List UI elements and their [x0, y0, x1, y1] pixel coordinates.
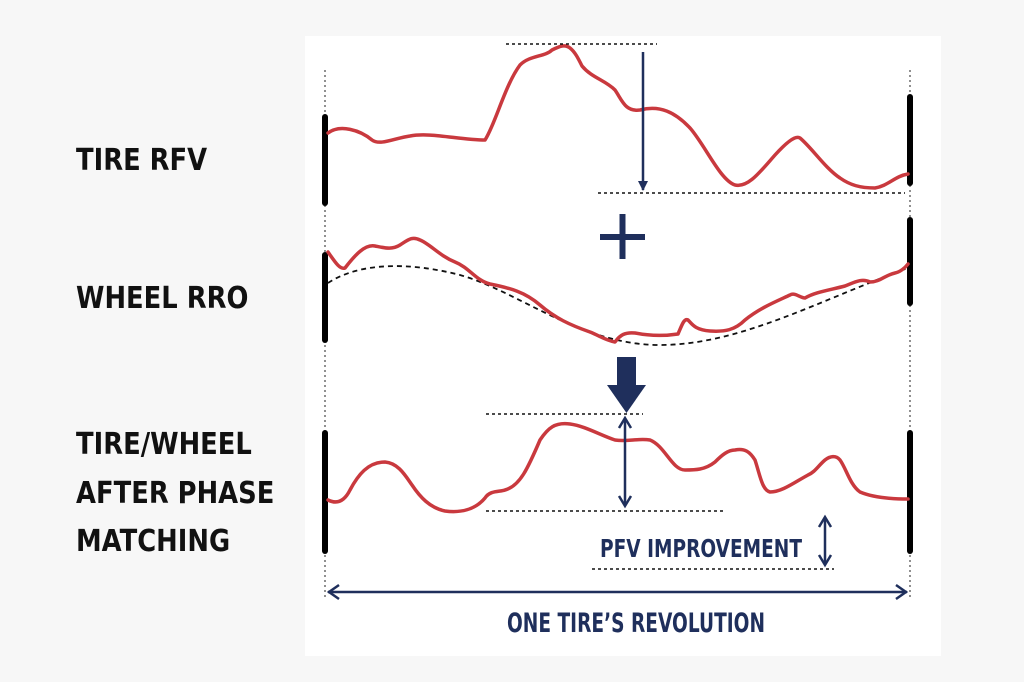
after-arrow-down-head	[617, 495, 633, 509]
diagram-panel	[305, 36, 941, 656]
revolution-label: ONE TIRE’S REVOLUTION	[507, 608, 765, 639]
label-after-line2: AFTER PHASE	[76, 476, 275, 511]
wheel-rro-sine-curve	[327, 265, 909, 346]
tire-rfv-curve	[326, 44, 910, 190]
pfv-improvement-label: PFV IMPROVEMENT	[600, 534, 802, 563]
after-curve	[326, 421, 910, 514]
label-wheel-rro: WHEEL RRO	[76, 281, 249, 316]
pfv-arrow-up-head	[817, 514, 833, 528]
revolution-arrow-right-head	[895, 583, 909, 601]
after-arrow-up-head	[617, 415, 633, 429]
label-tire-rfv: TIRE RFV	[76, 143, 208, 178]
wheel-rro-curve	[326, 236, 910, 344]
plus-icon	[600, 214, 645, 259]
label-after-line3: MATCHING	[76, 524, 231, 559]
label-after-line1: TIRE/WHEEL	[76, 427, 252, 462]
pfv-arrow-down-head	[817, 554, 833, 568]
down-arrow-icon	[607, 357, 646, 413]
revolution-arrow-left-head	[326, 583, 340, 601]
